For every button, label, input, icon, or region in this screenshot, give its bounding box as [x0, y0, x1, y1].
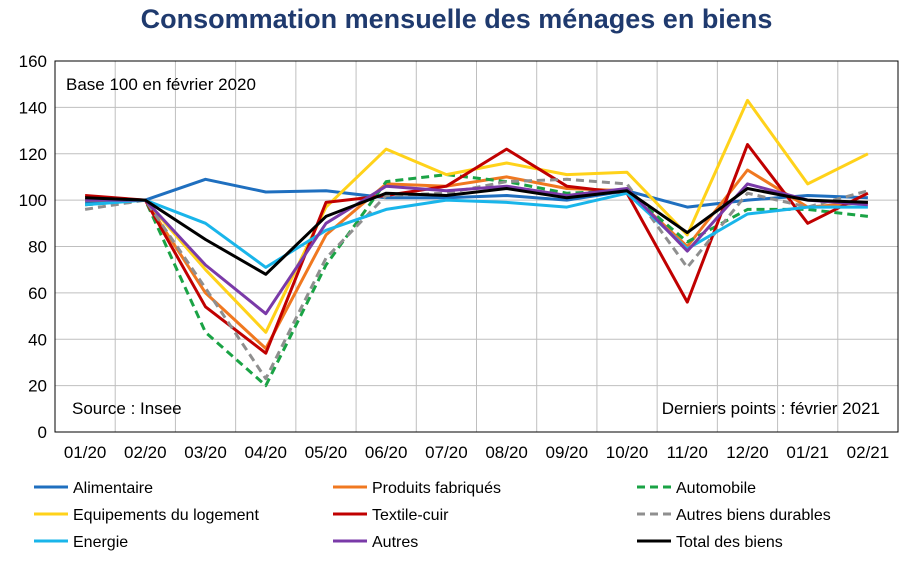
x-tick-label: 01/21: [786, 443, 829, 462]
series-line-total-des-biens: [85, 187, 868, 276]
legend-item: Autres biens durables: [637, 507, 831, 524]
series-line-automobile: [84, 173, 869, 388]
last-point-annotation: Derniers points : février 2021: [662, 399, 880, 418]
legend-label: Energie: [73, 534, 128, 551]
series-line-textile-cuir: [84, 143, 869, 355]
plot-frame: [54, 60, 899, 433]
base-annotation: Base 100 en février 2020: [66, 75, 256, 94]
series-line-alimentaire: [85, 177, 868, 209]
x-tick-label: 03/20: [184, 443, 227, 462]
x-tick-label: 01/20: [64, 443, 107, 462]
legend-label: Automobile: [676, 480, 756, 497]
y-tick-label: 160: [19, 52, 47, 71]
legend-label: Autres: [372, 534, 418, 551]
y-axis-ticks: 0 20 40 60 80 100 120 140 160: [19, 52, 47, 442]
x-tick-label: 07/20: [425, 443, 468, 462]
x-tick-label: 02/20: [124, 443, 167, 462]
legend-item: Alimentaire: [34, 480, 153, 497]
legend-item: Automobile: [637, 480, 756, 497]
legend-item: Total des biens: [637, 534, 783, 551]
y-tick-label: 0: [38, 423, 47, 442]
x-tick-label: 09/20: [546, 443, 589, 462]
y-tick-label: 80: [28, 238, 47, 257]
source-annotation: Source : Insee: [72, 399, 182, 418]
x-tick-label: 08/20: [485, 443, 528, 462]
legend-item: Textile-cuir: [333, 507, 449, 524]
x-tick-label: 05/20: [305, 443, 348, 462]
y-tick-label: 140: [19, 98, 47, 117]
y-tick-label: 60: [28, 284, 47, 303]
y-tick-label: 40: [28, 330, 47, 349]
legend-item: Produits fabriqués: [333, 480, 501, 497]
legend-item: Energie: [34, 534, 128, 551]
legend-label: Equipements du logement: [73, 507, 259, 524]
x-tick-label: 02/21: [847, 443, 890, 462]
legend-label: Produits fabriqués: [372, 480, 501, 497]
x-tick-label: 04/20: [244, 443, 287, 462]
y-tick-label: 100: [19, 191, 47, 210]
chart-title: Consommation mensuelle des ménages en bi…: [140, 4, 773, 34]
legend-item: Autres: [333, 534, 418, 551]
legend-label: Textile-cuir: [372, 507, 449, 524]
series-line-energie: [84, 191, 868, 269]
legend-label: Alimentaire: [73, 480, 153, 497]
x-tick-label: 06/20: [365, 443, 408, 462]
x-axis-ticks: 01/20 02/20 03/20 04/20 05/20 06/20 07/20 08/20…: [64, 443, 889, 462]
x-tick-label: 12/20: [726, 443, 769, 462]
legend-item: Equipements du logement: [34, 507, 259, 524]
legend-label: Autres biens durables: [676, 507, 831, 524]
grid: [55, 60, 898, 433]
legend: Alimentaire Produits fabriqués Automobile E…: [34, 480, 831, 551]
legend-label: Total des biens: [676, 534, 783, 551]
y-tick-label: 20: [28, 377, 47, 396]
y-tick-label: 120: [19, 145, 47, 164]
series-lines: [84, 98, 869, 388]
x-tick-label: 10/20: [606, 443, 649, 462]
x-tick-label: 11/20: [667, 443, 708, 462]
